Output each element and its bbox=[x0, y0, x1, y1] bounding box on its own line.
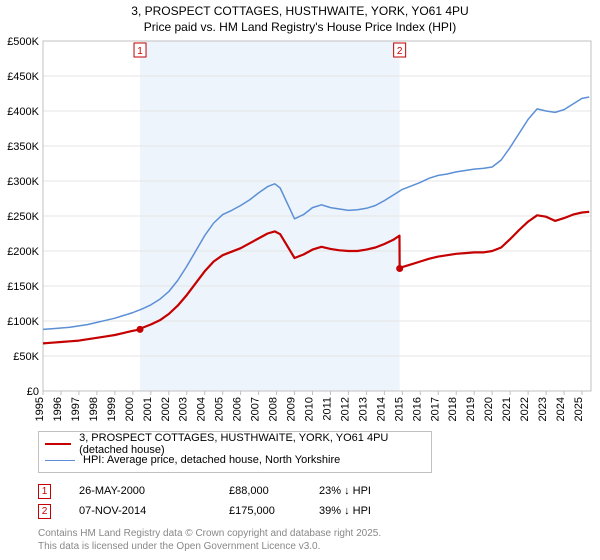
svg-text:2022: 2022 bbox=[519, 397, 531, 421]
svg-text:2008: 2008 bbox=[268, 397, 280, 421]
svg-text:2015: 2015 bbox=[393, 397, 405, 421]
svg-text:2013: 2013 bbox=[357, 397, 369, 421]
svg-text:2005: 2005 bbox=[214, 397, 226, 421]
svg-text:2003: 2003 bbox=[178, 397, 190, 421]
svg-text:2012: 2012 bbox=[339, 397, 351, 421]
svg-text:£250K: £250K bbox=[7, 211, 39, 223]
svg-text:2000: 2000 bbox=[124, 397, 136, 421]
svg-text:2007: 2007 bbox=[250, 397, 262, 421]
event-row-1: 1 26-MAY-2000 £88,000 23% ↓ HPI bbox=[38, 481, 600, 501]
svg-text:2018: 2018 bbox=[447, 397, 459, 421]
event-row-2: 2 07-NOV-2014 £175,000 39% ↓ HPI bbox=[38, 501, 600, 521]
line-chart: £0 £50K £100K £150K £200K £250K £300K £350K £400… bbox=[5, 37, 595, 425]
svg-text:£100K: £100K bbox=[7, 316, 39, 328]
svg-text:1996: 1996 bbox=[52, 397, 64, 421]
svg-text:2001: 2001 bbox=[142, 397, 154, 421]
svg-text:£400K: £400K bbox=[7, 106, 39, 118]
event-price: £175,000 bbox=[229, 505, 319, 517]
svg-text:2023: 2023 bbox=[537, 397, 549, 421]
legend-swatch-blue bbox=[45, 460, 75, 461]
legend-label: 3, PROSPECT COTTAGES, HUSTHWAITE, YORK, … bbox=[79, 432, 425, 456]
legend: 3, PROSPECT COTTAGES, HUSTHWAITE, YORK, … bbox=[38, 431, 432, 473]
event-date: 07-NOV-2014 bbox=[79, 505, 229, 517]
legend-swatch-red bbox=[45, 443, 71, 445]
legend-item-property: 3, PROSPECT COTTAGES, HUSTHWAITE, YORK, … bbox=[45, 436, 425, 452]
svg-text:2004: 2004 bbox=[196, 397, 208, 421]
svg-text:£50K: £50K bbox=[13, 351, 39, 363]
svg-text:2010: 2010 bbox=[304, 397, 316, 421]
svg-text:£150K: £150K bbox=[7, 281, 39, 293]
svg-text:2020: 2020 bbox=[483, 397, 495, 421]
footer-line-1: Contains HM Land Registry data © Crown c… bbox=[38, 527, 600, 540]
svg-text:2016: 2016 bbox=[411, 397, 423, 421]
svg-text:2: 2 bbox=[397, 46, 403, 57]
event-price: £88,000 bbox=[229, 485, 319, 497]
svg-text:1995: 1995 bbox=[34, 397, 46, 421]
svg-text:£500K: £500K bbox=[7, 37, 39, 48]
event-date: 26-MAY-2000 bbox=[79, 485, 229, 497]
legend-label: HPI: Average price, detached house, Nort… bbox=[83, 454, 340, 466]
svg-text:2014: 2014 bbox=[375, 397, 387, 421]
svg-text:2019: 2019 bbox=[465, 397, 477, 421]
svg-text:1997: 1997 bbox=[70, 397, 82, 421]
event-diff: 23% ↓ HPI bbox=[319, 485, 429, 497]
events-table: 1 26-MAY-2000 £88,000 23% ↓ HPI 2 07-NOV… bbox=[38, 481, 600, 521]
event-diff: 39% ↓ HPI bbox=[319, 505, 429, 517]
svg-text:2025: 2025 bbox=[573, 397, 585, 421]
event-marker-1: 1 bbox=[38, 484, 51, 499]
svg-text:£350K: £350K bbox=[7, 141, 39, 153]
title-line-1: 3, PROSPECT COTTAGES, HUSTHWAITE, YORK, … bbox=[0, 4, 600, 20]
svg-text:1998: 1998 bbox=[88, 397, 100, 421]
svg-text:2009: 2009 bbox=[286, 397, 298, 421]
svg-text:£200K: £200K bbox=[7, 246, 39, 258]
svg-text:£300K: £300K bbox=[7, 176, 39, 188]
svg-text:1: 1 bbox=[137, 46, 143, 57]
svg-text:2024: 2024 bbox=[555, 397, 567, 421]
chart-title: 3, PROSPECT COTTAGES, HUSTHWAITE, YORK, … bbox=[0, 0, 600, 37]
svg-text:2006: 2006 bbox=[232, 397, 244, 421]
svg-text:1999: 1999 bbox=[106, 397, 118, 421]
footer-line-2: This data is licensed under the Open Gov… bbox=[38, 540, 600, 553]
svg-text:2002: 2002 bbox=[160, 397, 172, 421]
svg-text:£0: £0 bbox=[27, 386, 39, 398]
event-marker-2: 2 bbox=[38, 504, 51, 519]
title-line-2: Price paid vs. HM Land Registry's House … bbox=[0, 20, 600, 36]
footer: Contains HM Land Registry data © Crown c… bbox=[38, 527, 600, 553]
svg-text:£450K: £450K bbox=[7, 71, 39, 83]
svg-text:2011: 2011 bbox=[321, 397, 333, 421]
svg-text:2021: 2021 bbox=[501, 397, 513, 421]
svg-text:2017: 2017 bbox=[429, 397, 441, 421]
